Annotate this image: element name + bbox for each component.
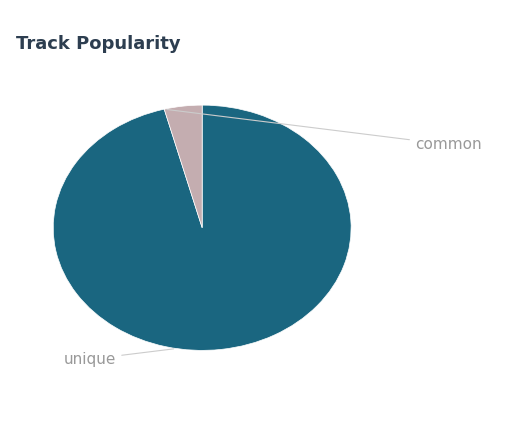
Text: unique: unique — [64, 349, 173, 367]
Wedge shape — [53, 105, 351, 350]
Text: Track Popularity: Track Popularity — [16, 35, 180, 53]
Text: common: common — [167, 110, 481, 152]
Wedge shape — [164, 105, 202, 228]
